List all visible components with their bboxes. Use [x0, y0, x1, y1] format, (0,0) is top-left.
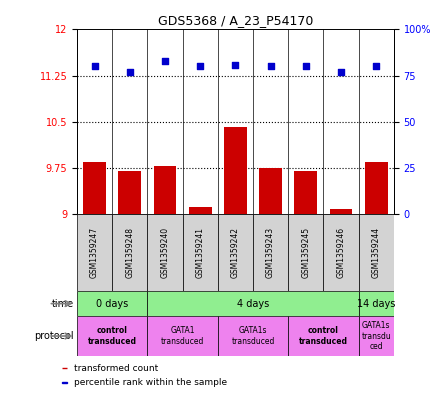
Bar [365, 162, 388, 214]
Bar [183, 214, 218, 291]
Bar [294, 171, 317, 214]
Point [232, 61, 239, 68]
Bar [112, 214, 147, 291]
Bar [77, 291, 147, 316]
Text: GSM1359242: GSM1359242 [231, 227, 240, 278]
Text: GSM1359244: GSM1359244 [372, 227, 381, 278]
Bar [359, 214, 394, 291]
Text: 0 days: 0 days [96, 299, 128, 309]
Text: GSM1359245: GSM1359245 [301, 227, 310, 278]
Bar [218, 214, 253, 291]
Text: GSM1359246: GSM1359246 [337, 227, 345, 278]
Text: GSM1359247: GSM1359247 [90, 227, 99, 278]
Point [91, 63, 98, 70]
Bar [77, 316, 147, 356]
Bar [118, 171, 141, 214]
Bar [330, 209, 352, 214]
Text: GSM1359241: GSM1359241 [196, 227, 205, 278]
Text: protocol: protocol [34, 331, 74, 341]
Bar [147, 291, 359, 316]
Text: 4 days: 4 days [237, 299, 269, 309]
Text: percentile rank within the sample: percentile rank within the sample [74, 378, 227, 387]
Text: GATA1s
transduced: GATA1s transduced [231, 326, 275, 346]
Bar [224, 127, 247, 214]
Bar [189, 207, 212, 214]
Point [161, 58, 169, 64]
Point [373, 63, 380, 70]
Text: GSM1359240: GSM1359240 [161, 227, 169, 278]
Bar [259, 168, 282, 214]
Bar [288, 316, 359, 356]
Text: control
transduced: control transduced [88, 326, 137, 346]
Bar [83, 162, 106, 214]
Bar [147, 316, 218, 356]
Bar [359, 291, 394, 316]
Point [302, 63, 309, 70]
Text: GATA1s
transdu
ced: GATA1s transdu ced [361, 321, 391, 351]
Text: GATA1
transduced: GATA1 transduced [161, 326, 204, 346]
Point [197, 63, 204, 70]
Bar [323, 214, 359, 291]
Bar [77, 214, 112, 291]
Text: 14 days: 14 days [357, 299, 396, 309]
Text: GSM1359243: GSM1359243 [266, 227, 275, 278]
Bar [288, 214, 323, 291]
Text: GSM1359248: GSM1359248 [125, 227, 134, 278]
Point [126, 69, 133, 75]
Bar [154, 166, 176, 214]
Bar [218, 316, 288, 356]
Point [267, 63, 274, 70]
Bar [147, 214, 183, 291]
Bar [62, 382, 67, 383]
Title: GDS5368 / A_23_P54170: GDS5368 / A_23_P54170 [158, 14, 313, 27]
Bar [359, 316, 394, 356]
Text: transformed count: transformed count [74, 364, 158, 373]
Bar [253, 214, 288, 291]
Text: control
transduced: control transduced [299, 326, 348, 346]
Point [337, 69, 345, 75]
Text: time: time [52, 299, 74, 309]
